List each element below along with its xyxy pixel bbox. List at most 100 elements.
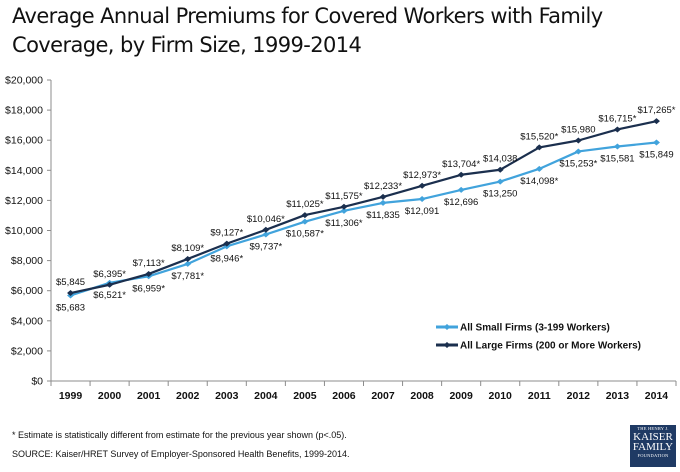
y-tick-label: $16,000 (5, 135, 43, 147)
data-label: $13,704* (442, 159, 480, 170)
x-tick-label: 2007 (371, 390, 395, 402)
legend: All Small Firms (3-199 Workers) All Large… (436, 323, 641, 352)
y-tick-label: $20,000 (5, 75, 43, 87)
data-label: $12,091 (405, 206, 439, 217)
y-tick-label: $2,000 (11, 345, 43, 357)
asterisk-footnote: * Estimate is statistically different fr… (12, 430, 347, 440)
data-point (613, 143, 621, 150)
x-tick-label: 1999 (59, 390, 83, 402)
data-point (145, 270, 153, 277)
data-point (652, 118, 660, 125)
y-tick-label: $10,000 (5, 225, 43, 237)
data-point (106, 281, 114, 288)
data-label: $12,233* (364, 181, 402, 192)
data-label: $11,306* (325, 218, 363, 229)
data-label: $6,395* (93, 269, 126, 280)
data-label: $10,587* (286, 229, 324, 240)
data-point (262, 231, 270, 238)
series-line-small-firms (70, 141, 657, 297)
x-tick-label: 2014 (645, 390, 669, 402)
x-tick-label: 2004 (254, 390, 278, 402)
data-label: $14,038 (483, 154, 517, 165)
x-tick-label: 2011 (528, 390, 551, 402)
y-tick-label: $0 (31, 376, 43, 388)
x-tick-label: 2002 (176, 390, 200, 402)
y-tick-label: $14,000 (5, 165, 43, 177)
data-label: $14,098* (520, 176, 558, 187)
data-label: $8,946* (210, 253, 243, 264)
data-point (379, 199, 387, 206)
data-label: $11,835 (366, 210, 400, 221)
data-point (301, 212, 309, 219)
data-label: $7,113* (133, 258, 165, 269)
data-label: $15,849 (639, 149, 673, 160)
legend-marker (443, 324, 451, 330)
data-point (262, 226, 270, 233)
data-point (652, 139, 660, 146)
data-label: $10,046* (247, 214, 285, 225)
data-point (184, 255, 192, 262)
x-tick-label: 2013 (606, 390, 630, 402)
data-label: $13,250 (483, 189, 517, 200)
source-note: SOURCE: Kaiser/HRET Survey of Employer-S… (12, 449, 350, 459)
data-label: $12,973* (403, 170, 441, 181)
axes: $0 $2,000 $4,000 $6,000 $8,000 $10,000 $12,000… (5, 75, 677, 402)
series-line-large-firms (70, 120, 657, 295)
y-tick-label: $18,000 (5, 105, 43, 117)
y-tick-label: $12,000 (5, 195, 43, 207)
data-point (574, 137, 582, 144)
data-point (223, 240, 231, 247)
data-point (340, 203, 348, 210)
data-point (496, 178, 504, 185)
logo-line1: THE HENRY J. (637, 426, 669, 431)
data-label: $6,959* (132, 283, 165, 294)
kff-logo: THE HENRY J. KAISER FAMILY FOUNDATION (630, 425, 676, 467)
data-point (574, 148, 582, 155)
legend-label: All Small Firms (3-199 Workers) (460, 323, 610, 334)
line-chart: $0 $2,000 $4,000 $6,000 $8,000 $10,000 $12,000… (5, 75, 677, 402)
data-label: $8,109* (171, 243, 204, 254)
x-tick-label: 2008 (410, 390, 434, 402)
data-point (418, 182, 426, 189)
data-point (379, 193, 387, 200)
data-label: $5,683 (56, 302, 85, 313)
x-tick-label: 2012 (567, 390, 591, 402)
data-label: $16,715* (598, 113, 636, 124)
x-tick-label: 2003 (215, 390, 239, 402)
data-point (535, 144, 543, 151)
data-label: $15,520* (520, 131, 558, 142)
data-point (184, 260, 192, 267)
legend-marker (443, 342, 451, 348)
data-label: $9,127* (210, 228, 243, 239)
logo-line3: FAMILY (632, 441, 674, 453)
x-tick-label: 2006 (332, 390, 356, 402)
data-label: $5,845 (56, 277, 85, 288)
data-label: $12,696 (444, 197, 478, 208)
legend-label: All Large Firms (200 or More Workers) (460, 341, 641, 352)
data-point (301, 218, 309, 225)
x-tick-label: 2005 (293, 390, 317, 402)
x-tick-label: 2000 (98, 390, 122, 402)
data-point (535, 165, 543, 172)
data-point (67, 290, 75, 297)
data-labels: $5,683 $6,521* $6,959* $7,781* $8,946* $9,737… (56, 105, 676, 313)
data-label: $15,581 (600, 154, 634, 165)
data-label: $15,980 (561, 125, 595, 136)
logo-line4: FOUNDATION (637, 453, 669, 458)
data-point (457, 186, 465, 193)
series-lines (67, 118, 660, 299)
data-point (496, 166, 504, 173)
data-label: $11,575* (325, 191, 363, 202)
x-tick-label: 2010 (489, 390, 513, 402)
y-tick-label: $4,000 (11, 315, 43, 327)
data-label: $11,025* (286, 199, 324, 210)
data-label: $15,253* (559, 158, 597, 169)
y-tick-label: $8,000 (11, 255, 43, 267)
x-tick-label: 2001 (137, 390, 161, 402)
data-label: $7,781* (171, 271, 204, 282)
y-tick-label: $6,000 (11, 285, 43, 297)
data-label: $9,737* (249, 241, 282, 252)
data-label: $17,265* (637, 105, 675, 116)
data-point (457, 171, 465, 178)
data-point (418, 196, 426, 203)
